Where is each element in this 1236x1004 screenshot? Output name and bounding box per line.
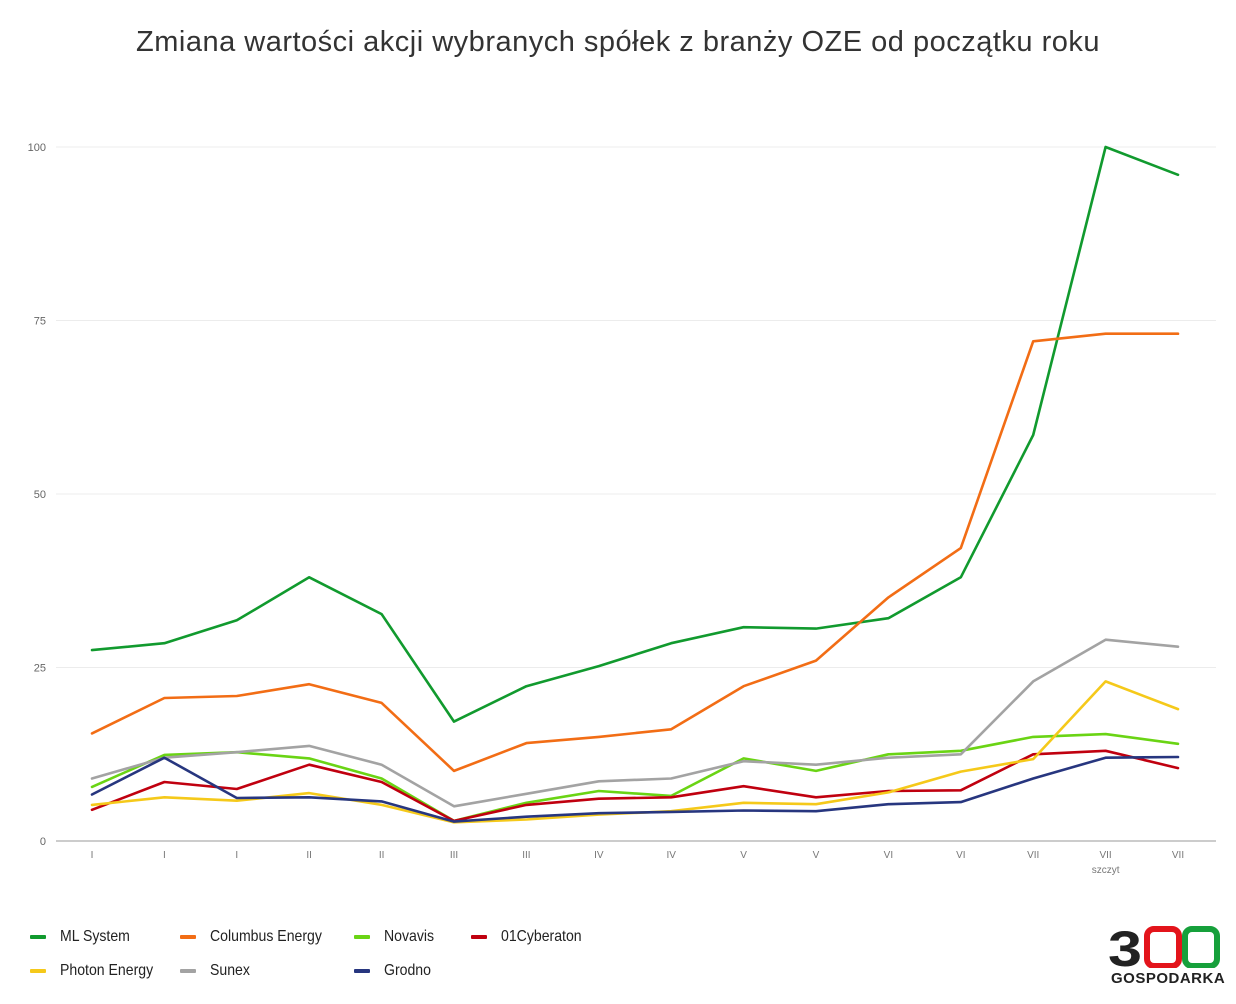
logo-digit-3: 3: [1108, 926, 1142, 968]
legend-item-sunex: Sunex: [180, 962, 255, 980]
series-lines: [90, 145, 1180, 824]
legend-swatch: [354, 969, 370, 973]
x-tick-label: II: [306, 850, 312, 861]
legend-item-photon-energy: Photon Energy: [30, 962, 166, 980]
x-tick-label: I: [163, 850, 166, 861]
x-tick-label: I: [235, 850, 238, 861]
x-tick-label: VI: [884, 850, 893, 861]
x-annotation: szczyt: [1092, 865, 1120, 876]
y-tick-label: 100: [28, 142, 46, 154]
y-tick-label: 25: [34, 663, 46, 675]
logo-wordmark: GOSPODARKA: [1111, 970, 1226, 987]
legend-label: Grodno: [384, 962, 431, 979]
x-tick-label: III: [450, 850, 458, 861]
legend-item-ml-system: ML System: [30, 928, 139, 946]
x-tick-label: II: [379, 850, 385, 861]
legend-label: Sunex: [210, 962, 250, 979]
brand-logo: 3 GOSPODARKA: [1108, 926, 1225, 990]
legend-item-01cyberaton: 01Cyberaton: [471, 928, 593, 946]
y-tick-label: 0: [40, 836, 46, 848]
x-tick-label: VII: [1172, 850, 1184, 861]
x-tick-label: V: [740, 850, 747, 861]
legend-label: ML System: [60, 928, 130, 945]
legend-label: Columbus Energy: [210, 928, 322, 945]
x-tick-label: VII: [1099, 850, 1111, 861]
x-tick-label: IV: [666, 850, 676, 861]
x-tick-label: III: [522, 850, 530, 861]
y-axis: 0 25 50 75 100: [28, 142, 46, 848]
logo-300-mark: 3: [1108, 926, 1220, 968]
x-tick-label: VII: [1027, 850, 1039, 861]
series-line-ml-system: [90, 145, 1180, 723]
legend-label: 01Cyberaton: [501, 928, 582, 945]
series-line-01cyberaton: [90, 749, 1180, 823]
legend-label: Novavis: [384, 928, 435, 945]
y-tick-label: 50: [34, 489, 46, 501]
series-line-grodno: [90, 755, 1180, 823]
x-tick-label: V: [813, 850, 820, 861]
legend-swatch: [30, 935, 46, 939]
logo-digit-0-green: [1182, 926, 1220, 968]
legend-item-grodno: Grodno: [354, 962, 437, 980]
legend-swatch: [180, 969, 196, 973]
legend-swatch: [354, 935, 370, 939]
y-tick-label: 75: [34, 316, 46, 328]
logo-digit-0-red: [1144, 926, 1182, 968]
series-line-novavis: [90, 732, 1180, 823]
legend-label: Photon Energy: [60, 962, 154, 979]
series-line-columbus-energy: [90, 332, 1180, 773]
chart-title: Zmiana wartości akcji wybranych spółek z…: [136, 26, 1100, 58]
grid-lines: [56, 146, 1216, 842]
x-tick-label: I: [91, 850, 94, 861]
series-line-sunex: [90, 638, 1180, 808]
legend-item-novavis: Novavis: [354, 928, 441, 946]
legend: ML System Columbus Energy Novavis 01Cybe…: [30, 924, 730, 994]
x-tick-label: VI: [956, 850, 965, 861]
legend-swatch: [30, 969, 46, 973]
legend-swatch: [180, 935, 196, 939]
legend-swatch: [471, 935, 487, 939]
x-tick-label: IV: [594, 850, 604, 861]
legend-item-columbus-energy: Columbus Energy: [180, 928, 337, 946]
